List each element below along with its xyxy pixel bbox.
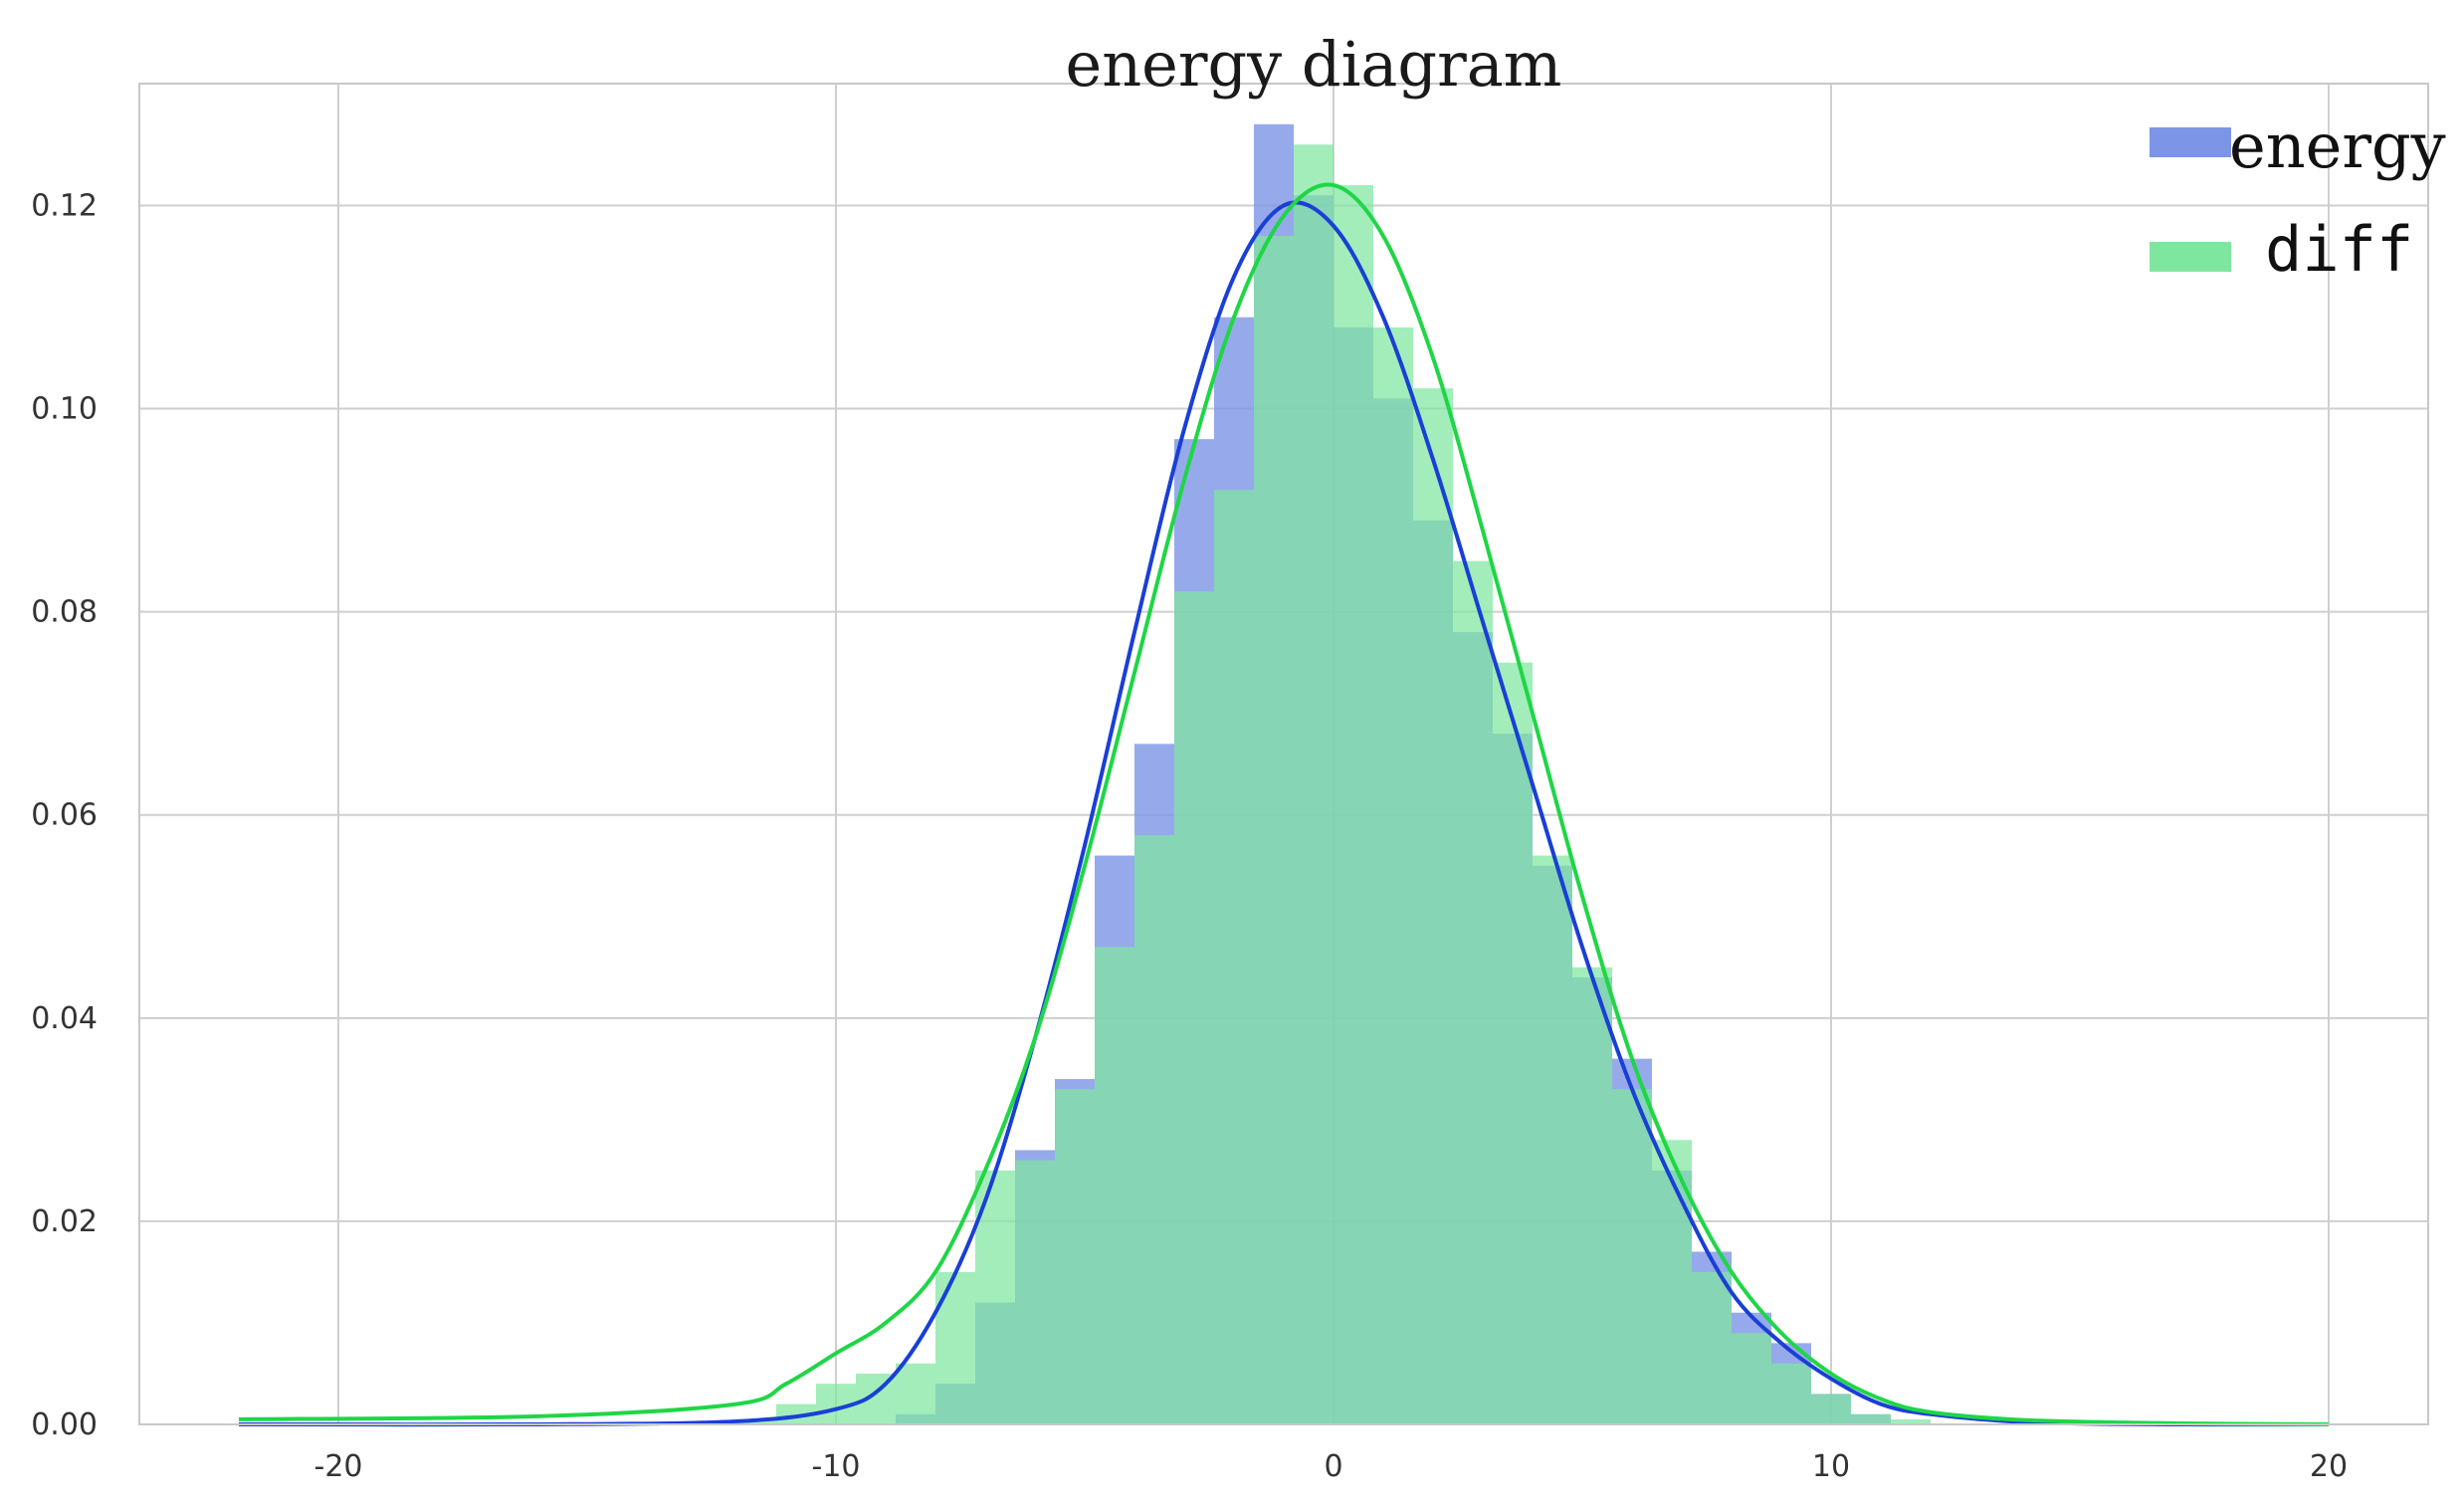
legend-swatch-diff xyxy=(2150,242,2231,272)
chart-title: energy diagram xyxy=(1066,28,1562,101)
y-tick-label-2: 0.04 xyxy=(31,1001,98,1036)
diff-hist-bar-10 xyxy=(1134,835,1174,1424)
legend-swatch-energy xyxy=(2150,127,2231,157)
diff-hist-bar-16 xyxy=(1373,326,1413,1425)
y-tick-label-3: 0.06 xyxy=(31,798,98,833)
kde-curves xyxy=(238,182,2330,1427)
diff-hist-bar-8 xyxy=(1055,1089,1095,1424)
diff-hist-bar-7 xyxy=(1015,1160,1055,1424)
diff-hist-bar-9 xyxy=(1095,947,1134,1424)
diff-hist-bar-29 xyxy=(1891,1418,1931,1424)
diff-hist-bar-14 xyxy=(1294,144,1334,1424)
tick-labels: -20 -10 0 10 20 0.00 0.02 0.04 0.06 0.08 0.10 0.12 xyxy=(31,188,2348,1484)
diff-hist-bar-4 xyxy=(896,1363,935,1424)
diff-hist-bar-28 xyxy=(1851,1413,1891,1424)
diff-hist-bar-24 xyxy=(1692,1271,1732,1424)
x-tick-label-4: 20 xyxy=(2310,1449,2348,1484)
diff-hist-bar-5 xyxy=(935,1271,975,1424)
energy-kde-line xyxy=(238,200,2330,1427)
y-tick-label-0: 0.00 xyxy=(31,1407,98,1442)
diff-hist-bar-21 xyxy=(1572,967,1612,1424)
diff-hist-bar-25 xyxy=(1732,1333,1771,1424)
x-tick-label-2: 0 xyxy=(1324,1449,1342,1484)
x-tick-label-1: -10 xyxy=(812,1449,861,1484)
plot-frame xyxy=(138,83,2429,1425)
diff-kde-line xyxy=(238,182,2330,1426)
diff-hist-bar-15 xyxy=(1334,185,1373,1425)
y-tick-label-5: 0.10 xyxy=(31,392,98,427)
diff-hist-bar-11 xyxy=(1174,591,1214,1424)
y-tick-label-1: 0.02 xyxy=(31,1204,98,1239)
legend-label-energy: energy xyxy=(2229,109,2446,182)
y-tick-label-4: 0.08 xyxy=(31,595,98,630)
histogram-bars xyxy=(736,123,1931,1425)
diff-hist-bar-13 xyxy=(1254,236,1294,1425)
legend: energy diff xyxy=(2150,109,2446,286)
diff-hist-bar-27 xyxy=(1811,1394,1851,1424)
diff-hist-bar-17 xyxy=(1413,388,1453,1424)
diff-hist-bar-22 xyxy=(1612,1089,1652,1424)
diff-hist-bar-19 xyxy=(1493,662,1533,1424)
diff-hist-bar-18 xyxy=(1453,560,1493,1424)
x-tick-label-0: -20 xyxy=(314,1449,363,1484)
x-tick-label-3: 10 xyxy=(1812,1449,1850,1484)
legend-label-diff: diff xyxy=(2265,213,2413,286)
diff-hist-bar-12 xyxy=(1214,490,1254,1424)
diff-hist-bar-26 xyxy=(1771,1363,1811,1424)
diff-hist-bar-20 xyxy=(1533,855,1572,1424)
y-tick-label-6: 0.12 xyxy=(31,188,98,223)
